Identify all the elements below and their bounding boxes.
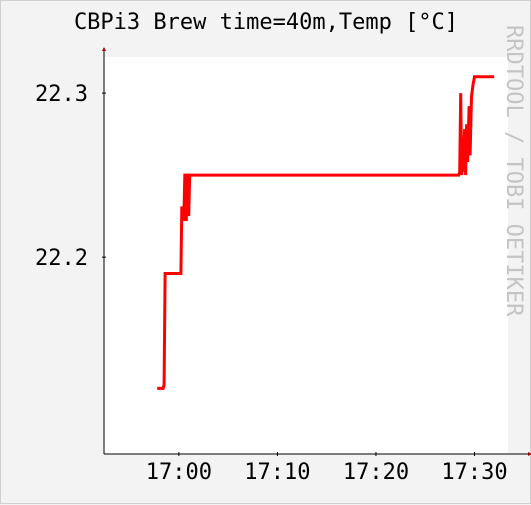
axes [102,47,531,456]
x-tick-label: 17:00 [146,460,212,485]
chart-title: CBPi3 Brew time=40m,Temp [°C] [74,10,458,35]
x-axis-arrow [528,452,531,456]
y-axis-arrow [102,47,106,51]
y-tick-label: 22.3 [35,82,88,107]
series-layer [157,75,495,390]
ticks: 17:00 17:10 17:20 17:30 22.2 22.3 [35,82,508,485]
watermark: RRDTOOL / TOBI OETIKER [501,25,526,317]
x-tick-label: 17:20 [343,460,409,485]
x-tick-label: 17:30 [441,460,507,485]
y-tick-label: 22.2 [35,246,88,271]
x-tick-label: 17:10 [244,460,310,485]
series-line-temp [157,75,495,390]
plot-area [104,57,508,454]
